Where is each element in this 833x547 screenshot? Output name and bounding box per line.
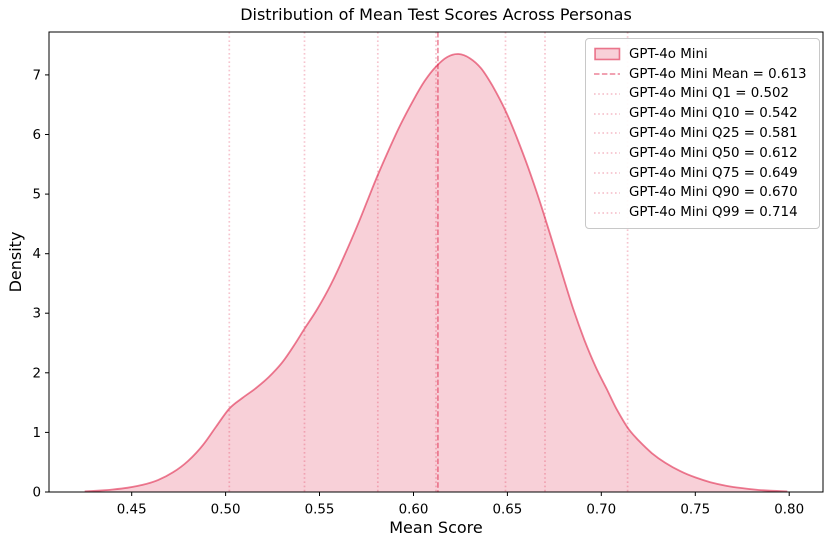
x-tick-label: 0.55 [305, 503, 335, 518]
legend-dotted-marker-icon [594, 92, 620, 95]
x-tick-label: 0.70 [586, 503, 616, 518]
legend-item: GPT-4o Mini Q50 = 0.612 [594, 146, 813, 161]
x-tick-label: 0.60 [399, 503, 429, 518]
y-tick-label: 6 [32, 128, 41, 143]
plot-border [48, 31, 824, 493]
legend-label: GPT-4o Mini Q99 = 0.714 [629, 205, 798, 221]
kde-fill [84, 53, 788, 493]
kde-curve [84, 53, 788, 493]
chart-title: Distribution of Mean Test Scores Across … [240, 5, 632, 24]
x-tick-label: 0.75 [680, 503, 710, 518]
legend-item: GPT-4o Mini Q25 = 0.581 [594, 126, 813, 141]
legend-item: GPT-4o Mini Q75 = 0.649 [594, 166, 813, 181]
legend-label: GPT-4o Mini Q75 = 0.649 [629, 165, 798, 181]
y-tick-label: 1 [32, 426, 41, 441]
legend-dashed-marker-icon [594, 73, 620, 75]
legend-dotted-marker-icon [594, 132, 620, 135]
y-tick-label: 0 [32, 486, 41, 501]
y-axis-label: Density [6, 232, 25, 293]
legend: GPT-4o Mini GPT-4o Mini Mean = 0.613 GPT-4… [585, 38, 820, 229]
legend-label: GPT-4o Mini Q90 = 0.670 [629, 185, 798, 201]
legend-patch-marker-icon [594, 47, 621, 61]
x-tick-label: 0.65 [492, 503, 522, 518]
legend-label: GPT-4o Mini Q50 = 0.612 [629, 145, 798, 161]
legend-label: GPT-4o Mini Mean = 0.613 [629, 66, 807, 82]
y-tick-label: 2 [32, 366, 41, 381]
x-tick-label: 0.50 [211, 503, 241, 518]
legend-dotted-marker-icon [594, 112, 620, 115]
legend-label: GPT-4o Mini Q10 = 0.542 [629, 106, 798, 122]
legend-label: GPT-4o Mini Q25 = 0.581 [629, 125, 798, 141]
legend-item: GPT-4o Mini Q10 = 0.542 [594, 106, 813, 121]
y-tick-label: 5 [32, 188, 41, 203]
legend-item: GPT-4o Mini Q1 = 0.502 [594, 86, 813, 101]
legend-item: GPT-4o Mini [594, 47, 813, 62]
legend-dotted-marker-icon [594, 152, 620, 155]
y-tick-label: 3 [32, 307, 41, 322]
legend-dotted-marker-icon [594, 191, 620, 194]
legend-dotted-marker-icon [594, 172, 620, 174]
legend-item: GPT-4o Mini Q90 = 0.670 [594, 185, 813, 200]
y-tick-label: 7 [32, 68, 41, 83]
x-tick-label: 0.45 [117, 503, 147, 518]
x-tick-label: 0.80 [774, 503, 804, 518]
legend-item: GPT-4o Mini Mean = 0.613 [594, 67, 813, 82]
legend-label: GPT-4o Mini Q1 = 0.502 [629, 86, 790, 102]
legend-dotted-marker-icon [594, 211, 620, 214]
y-tick-label: 4 [32, 247, 41, 262]
x-axis-label: Mean Score [389, 518, 483, 537]
legend-item: GPT-4o Mini Q99 = 0.714 [594, 205, 813, 220]
legend-label: GPT-4o Mini [629, 46, 708, 62]
